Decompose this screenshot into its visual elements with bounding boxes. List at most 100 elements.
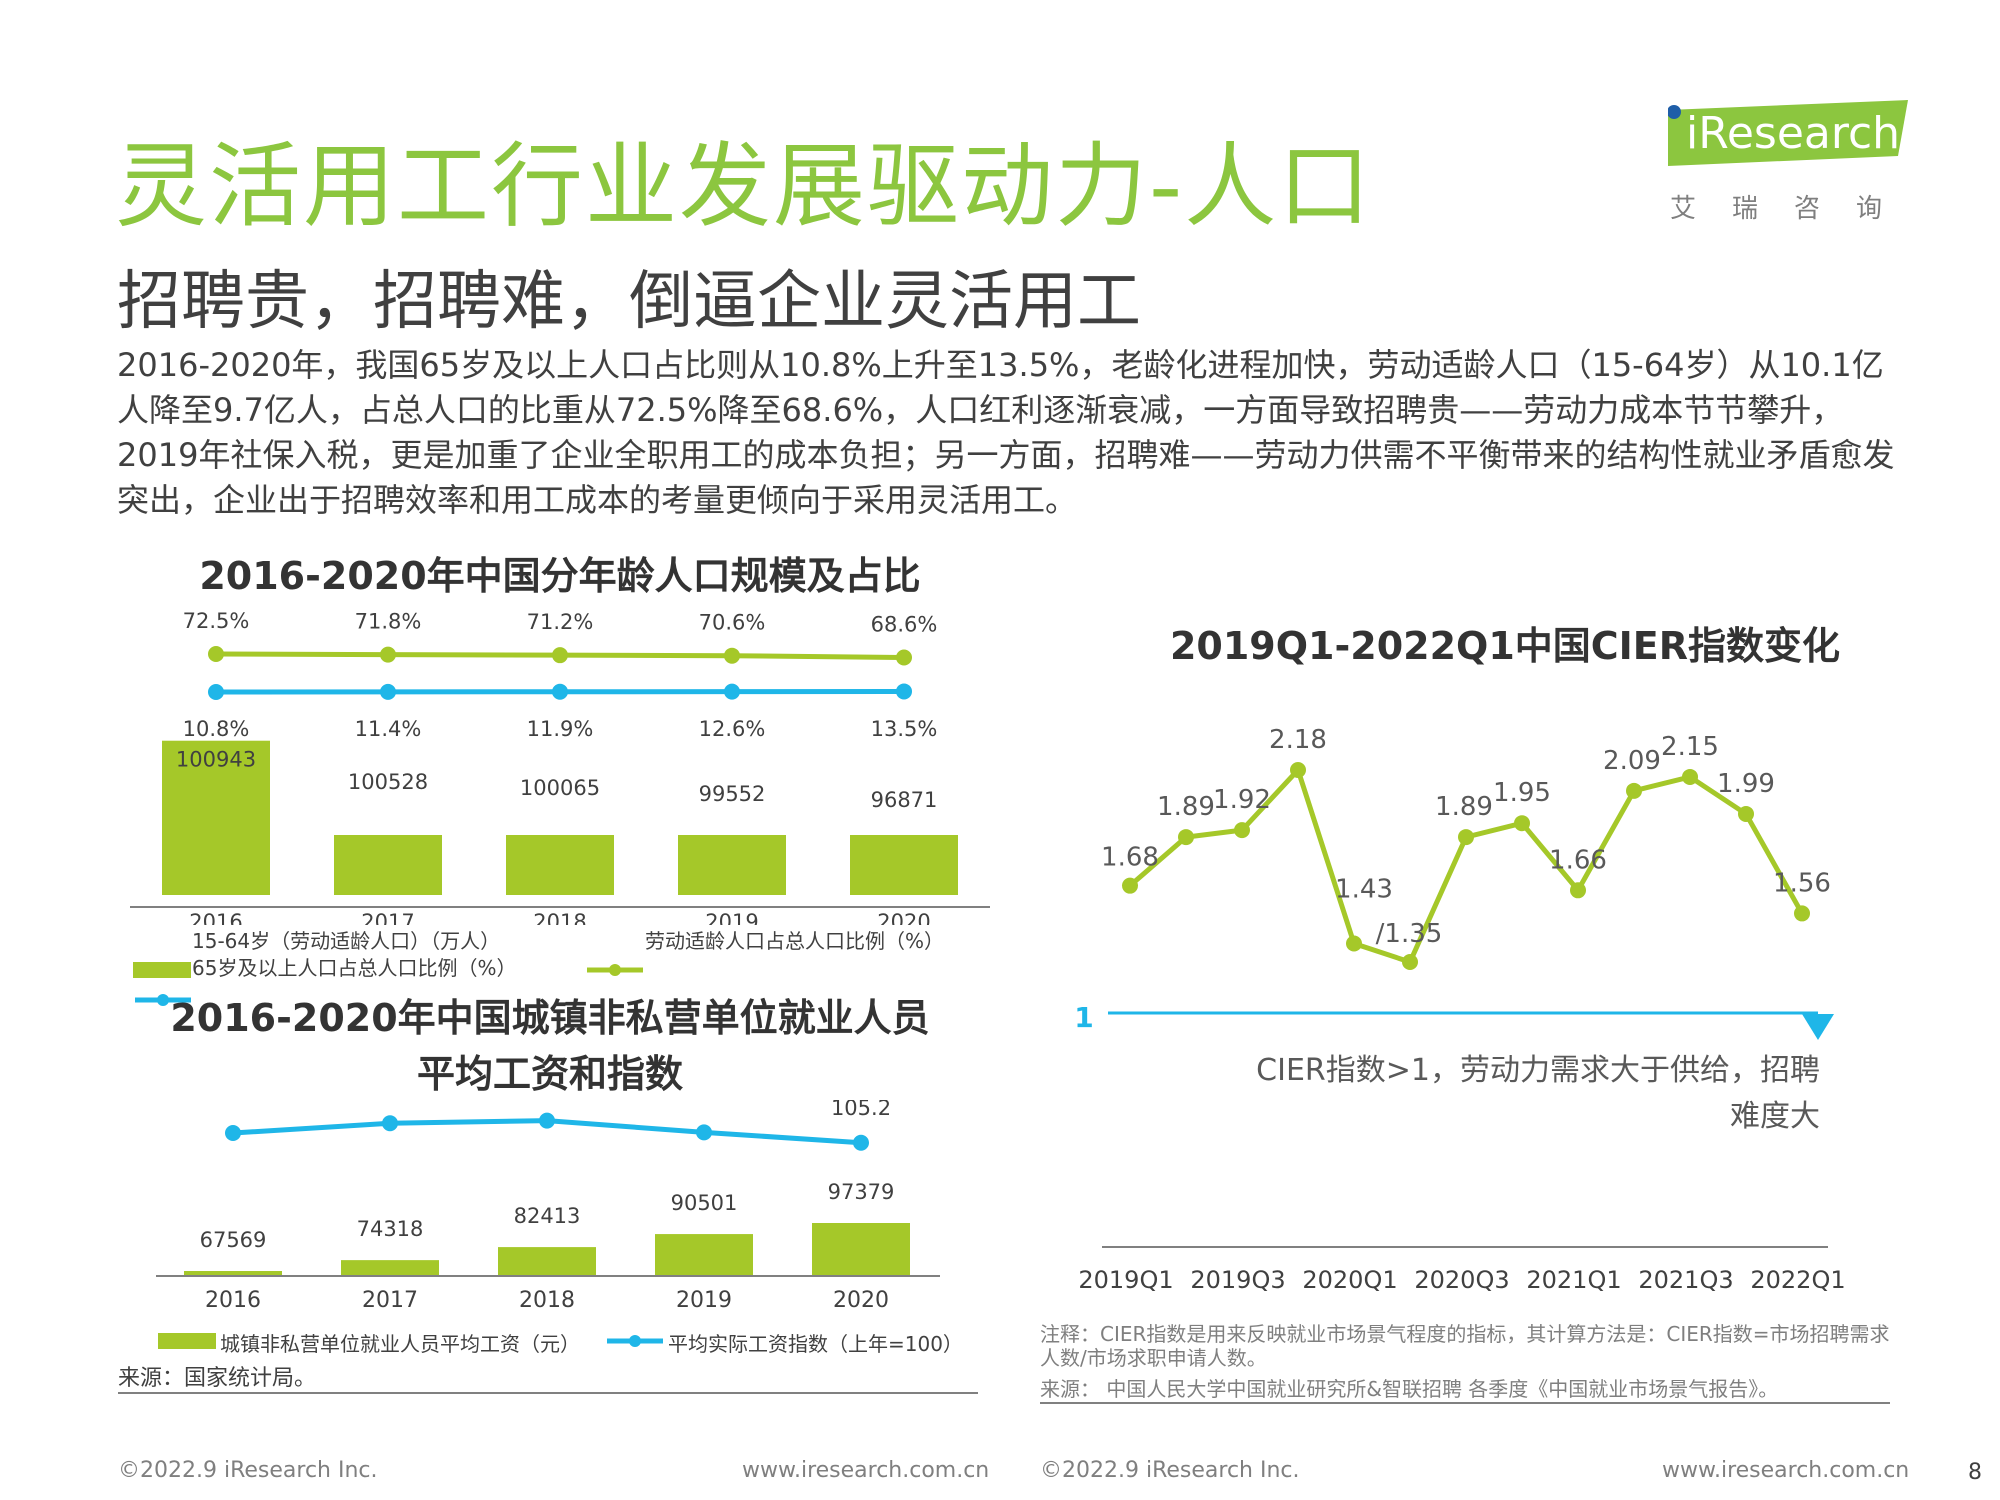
- label-cier-2022Q1: 1.56: [1773, 868, 1831, 898]
- label-65plus-ratio-2019: 12.6%: [699, 717, 766, 741]
- bar-working-age-pop-2017: [334, 835, 442, 895]
- label-cier-2020Q4: 1.95: [1493, 778, 1551, 808]
- page-subtitle: 招聘贵，招聘难，倒逼企业灵活用工: [117, 265, 1141, 339]
- footer-url-left[interactable]: www.iresearch.com.cn: [742, 1458, 990, 1483]
- legend-swatch-avg-wage: [158, 1333, 216, 1349]
- point-cier-2019Q1: [1122, 877, 1138, 894]
- label-avg-wage-2016: 67569: [200, 1228, 267, 1252]
- chart1-x-tick-2018: 2018: [533, 910, 586, 925]
- label-working-age-pop-2019: 99552: [699, 782, 766, 806]
- label-avg-wage-2018: 82413: [514, 1204, 581, 1228]
- bar-working-age-pop-2019: [678, 835, 786, 895]
- point-cier-2019Q2: [1178, 829, 1194, 846]
- label-cier-2020Q1: 1.43: [1335, 874, 1393, 904]
- label-working-age-ratio-2019: 70.6%: [699, 611, 766, 635]
- point-working-age-ratio-2019: [724, 647, 740, 664]
- bar-working-age-pop-2020: [850, 835, 958, 895]
- legend-label-avg-wage: 城镇非私营单位就业人员平均工资（元）: [220, 1332, 580, 1356]
- legend-swatch-working-age-pop: [133, 962, 191, 978]
- chart1-x-tick-2017: 2017: [361, 910, 414, 925]
- label-working-age-ratio-2018: 71.2%: [527, 610, 594, 634]
- page-number: 8: [1968, 1460, 1982, 1485]
- cier-annotation: CIER指数>1，劳动力需求大于供给，招聘难度大: [1256, 1053, 1820, 1134]
- footer-url-right[interactable]: www.iresearch.com.cn: [1662, 1458, 1910, 1483]
- label-cier-2019Q1: 1.68: [1101, 843, 1159, 873]
- chart3-cier-index: 1.681.891.922.181.43/1.351.89 1.951.662.0…: [1074, 725, 1845, 1294]
- chart2-x-tick-2019: 2019: [676, 1288, 732, 1313]
- label-wage-index-2020: 105.2: [831, 1100, 891, 1120]
- legend-label-65plus-ratio: 65岁及以上人口占总人口比例（%）: [192, 956, 517, 980]
- point-65plus-ratio-2017: [380, 683, 396, 700]
- chart3-title: 2019Q1-2022Q1中国CIER指数变化: [1169, 624, 1841, 668]
- label-65plus-ratio-2018: 11.9%: [527, 717, 594, 741]
- chart1-x-tick-2020: 2020: [877, 910, 930, 925]
- label-working-age-ratio-2020: 68.6%: [871, 613, 938, 637]
- point-working-age-ratio-2017: [380, 646, 396, 663]
- bar-working-age-pop-2018: [506, 835, 614, 895]
- label-cier-2020Q3: 1.89: [1435, 792, 1493, 822]
- legend-marker-wage-index: [607, 1335, 663, 1347]
- chart2-x-tick-2017: 2017: [362, 1288, 418, 1313]
- legend-label-working-age-pop: 15-64岁（劳动适龄人口）（万人）: [192, 929, 501, 953]
- bar-avg-wage-2019: [655, 1234, 753, 1275]
- chart3-x-tick-2021Q3: 2021Q3: [1638, 1266, 1733, 1294]
- reference-arrow: [1802, 1014, 1834, 1040]
- iresearch-logo: iResearch: [1668, 100, 1908, 166]
- point-wage-index-2020: [853, 1134, 869, 1151]
- label-avg-wage-2020: 97379: [828, 1180, 895, 1204]
- label-cier-2021Q1: 1.66: [1549, 845, 1607, 875]
- bar-avg-wage-2016: [184, 1271, 282, 1275]
- point-wage-index-2018: [539, 1112, 555, 1129]
- label-cier-2021Q3: 2.15: [1661, 732, 1719, 762]
- footer-copyright-right: ©2022.9 iResearch Inc.: [1040, 1458, 1300, 1483]
- point-cier-2021Q2: [1626, 782, 1642, 799]
- right-divider: [1040, 1402, 1890, 1404]
- bar-working-age-pop-2016: [162, 740, 270, 895]
- point-cier-2020Q2: [1402, 954, 1418, 970]
- point-65plus-ratio-2019: [724, 683, 740, 700]
- bar-avg-wage-2018: [498, 1247, 596, 1275]
- page-title: 灵活用工行业发展驱动力-人口: [115, 133, 1373, 240]
- label-cier-2019Q2: 1.89: [1157, 792, 1215, 822]
- label-65plus-ratio-2020: 13.5%: [871, 717, 938, 741]
- point-cier-2019Q4: [1290, 762, 1306, 778]
- point-wage-index-2019: [696, 1124, 712, 1141]
- label-cier-2021Q4: 1.99: [1717, 769, 1775, 799]
- chart1-title: 2016-2020年中国分年龄人口规模及占比: [199, 554, 921, 598]
- chart3-note: 注释：CIER指数是用来反映就业市场景气程度的指标，其计算方法是：CIER指数=…: [1040, 1322, 1890, 1370]
- chart2-x-tick-2020: 2020: [833, 1288, 889, 1313]
- point-cier-2021Q4: [1738, 805, 1754, 822]
- point-cier-2020Q4: [1514, 815, 1530, 832]
- chart1-age-population: 100943 100528 100065 99552 96871 2016 2017 2018…: [130, 609, 990, 925]
- chart3-x-tick-2022Q1: 2022Q1: [1750, 1266, 1845, 1294]
- intro-paragraph: 2016-2020年，我国65岁及以上人口占比则从10.8%上升至13.5%，老…: [117, 346, 1895, 519]
- chart3-x-tick-2020Q1: 2020Q1: [1302, 1266, 1397, 1294]
- chart1-x-tick-2016: 2016: [189, 910, 242, 925]
- chart3-x-tick-2021Q1: 2021Q1: [1526, 1266, 1621, 1294]
- label-cier-2019Q4: 2.18: [1269, 725, 1327, 755]
- chart3-x-tick-2020Q3: 2020Q3: [1414, 1266, 1509, 1294]
- label-65plus-ratio-2017: 11.4%: [355, 717, 422, 741]
- label-cier-2020Q2: /1.35: [1376, 919, 1443, 949]
- label-cier-2021Q2: 2.09: [1603, 746, 1661, 776]
- label-working-age-pop-2016: 100943: [176, 748, 256, 772]
- left-divider: [118, 1392, 978, 1394]
- reference-line-label: 1: [1074, 1001, 1093, 1034]
- label-working-age-ratio-2016: 72.5%: [183, 609, 250, 633]
- label-working-age-pop-2020: 96871: [871, 788, 938, 812]
- point-cier-2021Q1: [1570, 882, 1586, 899]
- point-working-age-ratio-2016: [208, 646, 224, 662]
- point-working-age-ratio-2020: [896, 649, 912, 666]
- point-65plus-ratio-2016: [208, 684, 224, 700]
- point-cier-2019Q3: [1234, 822, 1250, 839]
- legend-marker-65plus-ratio: [135, 994, 191, 1006]
- point-cier-2021Q3: [1682, 768, 1698, 785]
- point-working-age-ratio-2018: [552, 647, 568, 664]
- label-working-age-pop-2017: 100528: [348, 770, 428, 794]
- point-cier-2020Q3: [1458, 829, 1474, 846]
- point-wage-index-2017: [382, 1115, 398, 1132]
- point-65plus-ratio-2018: [552, 683, 568, 700]
- chart2-source: 来源：国家统计局。: [118, 1366, 317, 1391]
- chart3-x-tick-2019Q3: 2019Q3: [1190, 1266, 1285, 1294]
- chart1-x-tick-2019: 2019: [705, 910, 758, 925]
